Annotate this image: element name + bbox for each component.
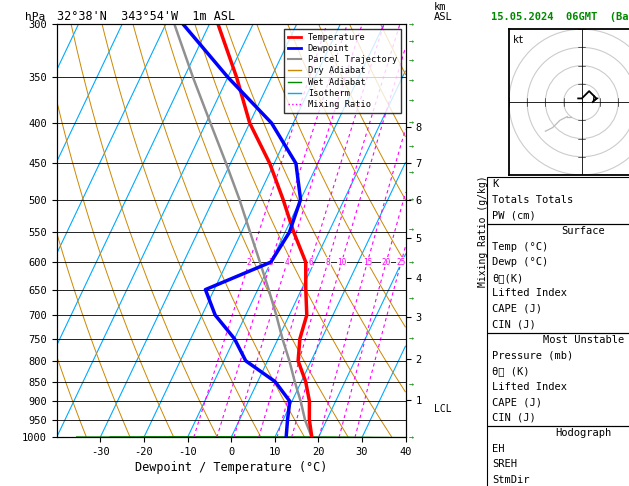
- Text: →: →: [409, 142, 414, 151]
- Text: hPa: hPa: [25, 12, 45, 22]
- Text: θᴇ(K): θᴇ(K): [492, 273, 523, 283]
- Text: 10: 10: [337, 258, 346, 267]
- Text: 15: 15: [363, 258, 372, 267]
- Text: →: →: [409, 258, 414, 267]
- Text: →: →: [409, 225, 414, 234]
- Text: 8: 8: [326, 258, 330, 267]
- Text: CIN (J): CIN (J): [492, 319, 536, 330]
- Text: EH: EH: [492, 444, 504, 454]
- Text: 4: 4: [285, 258, 289, 267]
- Text: 15.05.2024  06GMT  (Base: 12): 15.05.2024 06GMT (Base: 12): [491, 12, 629, 22]
- Text: CAPE (J): CAPE (J): [492, 304, 542, 314]
- Text: →: →: [409, 75, 414, 85]
- Text: 25: 25: [396, 258, 406, 267]
- X-axis label: Dewpoint / Temperature (°C): Dewpoint / Temperature (°C): [135, 461, 327, 474]
- Text: →: →: [409, 119, 414, 127]
- Text: Lifted Index: Lifted Index: [492, 288, 567, 298]
- Text: →: →: [409, 56, 414, 65]
- Text: Dewp (°C): Dewp (°C): [492, 257, 548, 267]
- Text: 32°38'N  343°54'W  1m ASL: 32°38'N 343°54'W 1m ASL: [57, 10, 235, 23]
- Text: →: →: [409, 195, 414, 204]
- Legend: Temperature, Dewpoint, Parcel Trajectory, Dry Adiabat, Wet Adiabat, Isotherm, Mi: Temperature, Dewpoint, Parcel Trajectory…: [284, 29, 401, 113]
- Text: km
ASL: km ASL: [433, 2, 452, 22]
- Text: Totals Totals: Totals Totals: [492, 195, 573, 205]
- Text: CIN (J): CIN (J): [492, 413, 536, 423]
- Text: Lifted Index: Lifted Index: [492, 382, 567, 392]
- Text: 2: 2: [247, 258, 252, 267]
- Text: →: →: [409, 37, 414, 46]
- Text: kt: kt: [513, 35, 525, 45]
- Text: StmDir: StmDir: [492, 475, 530, 485]
- Text: →: →: [409, 168, 414, 176]
- Text: Surface: Surface: [562, 226, 605, 236]
- Text: θᴇ (K): θᴇ (K): [492, 366, 530, 376]
- Text: 20: 20: [382, 258, 391, 267]
- Text: CAPE (J): CAPE (J): [492, 397, 542, 407]
- Text: PW (cm): PW (cm): [492, 210, 536, 221]
- Text: 6: 6: [308, 258, 313, 267]
- Text: Most Unstable: Most Unstable: [543, 335, 624, 345]
- Text: Hodograph: Hodograph: [555, 428, 611, 438]
- Text: 3: 3: [269, 258, 274, 267]
- Text: K: K: [492, 179, 498, 190]
- Text: →: →: [409, 20, 414, 29]
- Text: →: →: [409, 380, 414, 389]
- Text: SREH: SREH: [492, 459, 517, 469]
- Text: Pressure (mb): Pressure (mb): [492, 350, 573, 361]
- Text: →: →: [409, 96, 414, 105]
- Text: →: →: [409, 294, 414, 303]
- Text: Temp (°C): Temp (°C): [492, 242, 548, 252]
- Text: →: →: [409, 334, 414, 343]
- Text: Mixing Ratio (g/kg): Mixing Ratio (g/kg): [477, 175, 487, 287]
- Text: LCL: LCL: [433, 404, 451, 414]
- Text: →: →: [409, 433, 414, 442]
